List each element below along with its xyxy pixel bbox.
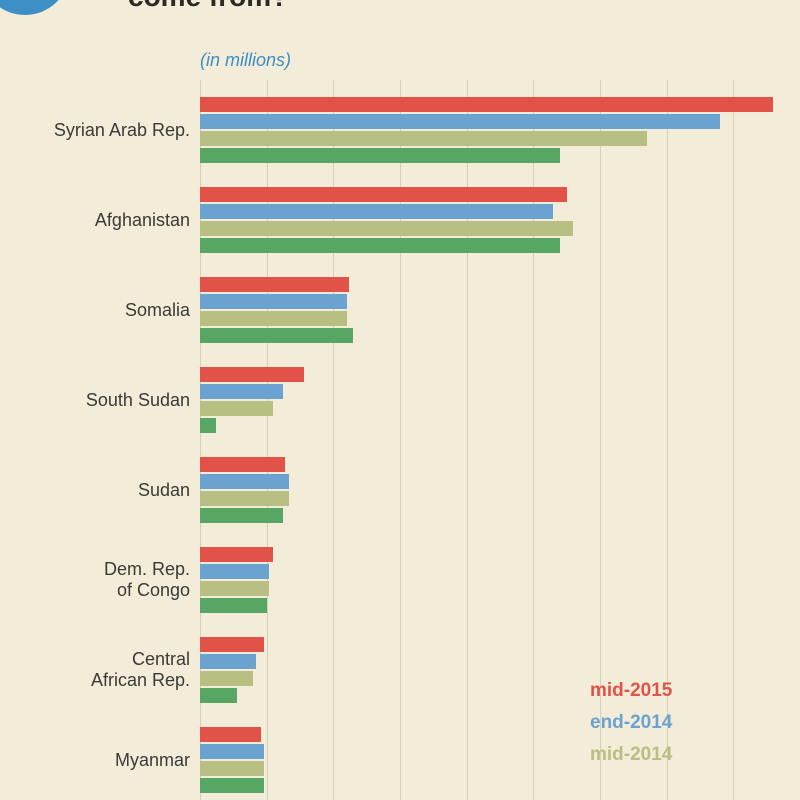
category-label: Somalia [0, 300, 190, 321]
bar-chart: Syrian Arab Rep. Afghanistan Somalia South … [0, 80, 800, 800]
bar [200, 294, 347, 309]
bar-group [200, 720, 800, 800]
category-label: Sudan [0, 480, 190, 501]
legend-item: end-2014 [590, 712, 672, 734]
bar [200, 581, 269, 596]
bar [200, 598, 267, 613]
bar [200, 778, 264, 793]
bar [200, 744, 264, 759]
bar [200, 97, 773, 112]
bar-group [200, 360, 800, 440]
bar [200, 148, 560, 163]
bar [200, 328, 353, 343]
bar [200, 671, 253, 686]
bar [200, 761, 264, 776]
bar [200, 114, 720, 129]
bar [200, 547, 273, 562]
legend-item: mid-2015 [590, 680, 672, 702]
bar [200, 491, 289, 506]
page-title: come from? [128, 0, 288, 13]
bar [200, 204, 553, 219]
chart-subtitle: (in millions) [200, 50, 291, 71]
bar [200, 564, 269, 579]
bar-group [200, 450, 800, 530]
category-label: CentralAfrican Rep. [0, 649, 190, 690]
bar [200, 457, 285, 472]
bar-group [200, 270, 800, 350]
bar-group [200, 180, 800, 260]
bar [200, 688, 237, 703]
category-label: Myanmar [0, 750, 190, 771]
bar [200, 221, 573, 236]
category-label: Dem. Rep.of Congo [0, 559, 190, 600]
bar [200, 727, 261, 742]
bar [200, 367, 304, 382]
bar [200, 474, 289, 489]
bar [200, 311, 347, 326]
bar [200, 238, 560, 253]
bar-group [200, 540, 800, 620]
bar-group [200, 630, 800, 710]
bar [200, 187, 567, 202]
category-label: South Sudan [0, 390, 190, 411]
category-label: Afghanistan [0, 210, 190, 231]
bar [200, 384, 283, 399]
bar [200, 418, 216, 433]
title-line-2: come from? [128, 0, 288, 13]
bar [200, 508, 283, 523]
bar [200, 131, 647, 146]
bar-group [200, 90, 800, 170]
bar [200, 277, 349, 292]
bar [200, 654, 256, 669]
legend-item: mid-2014 [590, 744, 672, 766]
category-label: Syrian Arab Rep. [0, 120, 190, 141]
bar [200, 401, 273, 416]
bar [200, 637, 264, 652]
